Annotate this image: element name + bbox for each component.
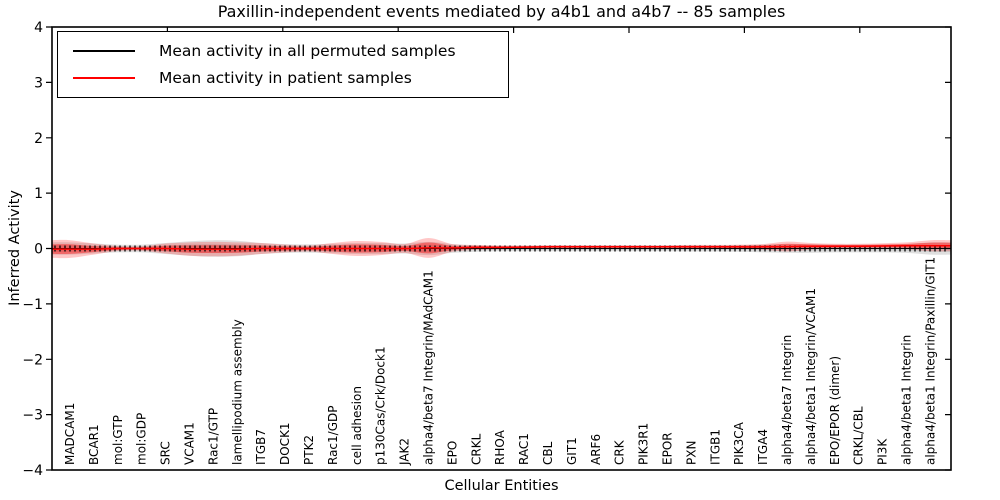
x-tick-label: EPO/EPOR (dimer) (828, 356, 842, 465)
x-tick-label: EPOR (661, 432, 675, 465)
patient-mean-line (52, 244, 951, 250)
y-axis-ticks (46, 26, 951, 471)
x-tick-label: mol:GDP (135, 413, 149, 465)
x-tick-label: PIK3R1 (637, 423, 651, 465)
x-tick-label: Rac1/GDP (326, 406, 340, 465)
x-tick-label: VCAM1 (183, 422, 197, 465)
x-axis-label: Cellular Entities (444, 478, 559, 494)
x-tick-label: SRC (159, 441, 173, 465)
y-tick-label: 1 (34, 186, 43, 202)
x-tick-label: alpha4/beta1 Integrin/VCAM1 (804, 288, 818, 465)
y-tick-label: −2 (22, 352, 43, 368)
patient-line-sample (73, 77, 135, 80)
x-tick-label: JAK2 (398, 438, 412, 466)
legend-label-patient: Mean activity in patient samples (159, 69, 412, 88)
x-tick-label: RHOA (493, 429, 507, 465)
x-tick-label: BCAR1 (87, 424, 101, 465)
legend: Mean activity in all permuted samples Me… (57, 31, 509, 98)
x-tick-label: CBL (541, 441, 555, 465)
y-tick-label: 0 (34, 242, 43, 258)
y-tick-label: −4 (22, 463, 43, 479)
x-tick-label: CRKL/CBL (852, 406, 866, 465)
y-tick-label: −1 (22, 297, 43, 313)
x-tick-label: CRK (613, 439, 627, 465)
x-tick-label: DOCK1 (278, 422, 292, 465)
x-tick-label: GIT1 (565, 437, 579, 465)
x-tick-label: alpha4/beta7 Integrin (780, 335, 794, 465)
x-tick-label: lamellipodium assembly (230, 319, 244, 465)
x-tick-label: cell adhesion (350, 386, 364, 465)
y-tick-label: 4 (34, 20, 43, 36)
x-tick-label: EPO (445, 441, 459, 465)
x-tick-label: MADCAM1 (63, 403, 77, 465)
x-tick-label: PXN (684, 441, 698, 465)
x-tick-label: ITGB1 (708, 429, 722, 465)
x-tick-label: PI3K (876, 438, 890, 465)
x-tick-label: alpha4/beta1 Integrin (900, 335, 914, 465)
x-tick-label: alpha4/beta1 Integrin/Paxillin/GIT1 (923, 257, 937, 465)
y-axis-label: Inferred Activity (7, 190, 23, 306)
x-tick-label: Rac1/GTP (206, 408, 220, 465)
x-tick-label: PIK3CA (732, 421, 746, 465)
y-tick-label: −3 (22, 408, 43, 424)
x-tick-label: RAC1 (517, 433, 531, 465)
x-tick-label: alpha4/beta7 Integrin/MAdCAM1 (422, 270, 436, 465)
legend-label-permuted: Mean activity in all permuted samples (159, 41, 456, 60)
legend-item-permuted: Mean activity in all permuted samples (73, 42, 508, 60)
x-tick-label: p130Cas/Crk/Dock1 (374, 346, 388, 465)
permuted-line-sample (73, 49, 135, 52)
x-tick-label: ITGB7 (254, 429, 268, 465)
x-tick-label: ITGA4 (756, 429, 770, 465)
y-tick-label: 2 (34, 131, 43, 147)
x-tick-label: PTK2 (302, 435, 316, 465)
x-tick-label: ARF6 (589, 434, 603, 465)
x-tick-label: mol:GTP (111, 415, 125, 465)
chart-title: Paxillin-independent events mediated by … (217, 2, 786, 21)
legend-item-patient: Mean activity in patient samples (73, 69, 508, 87)
y-tick-label: 3 (34, 75, 43, 91)
top-axis-ticks (166, 27, 861, 33)
x-tick-label: CRKL (469, 433, 483, 465)
